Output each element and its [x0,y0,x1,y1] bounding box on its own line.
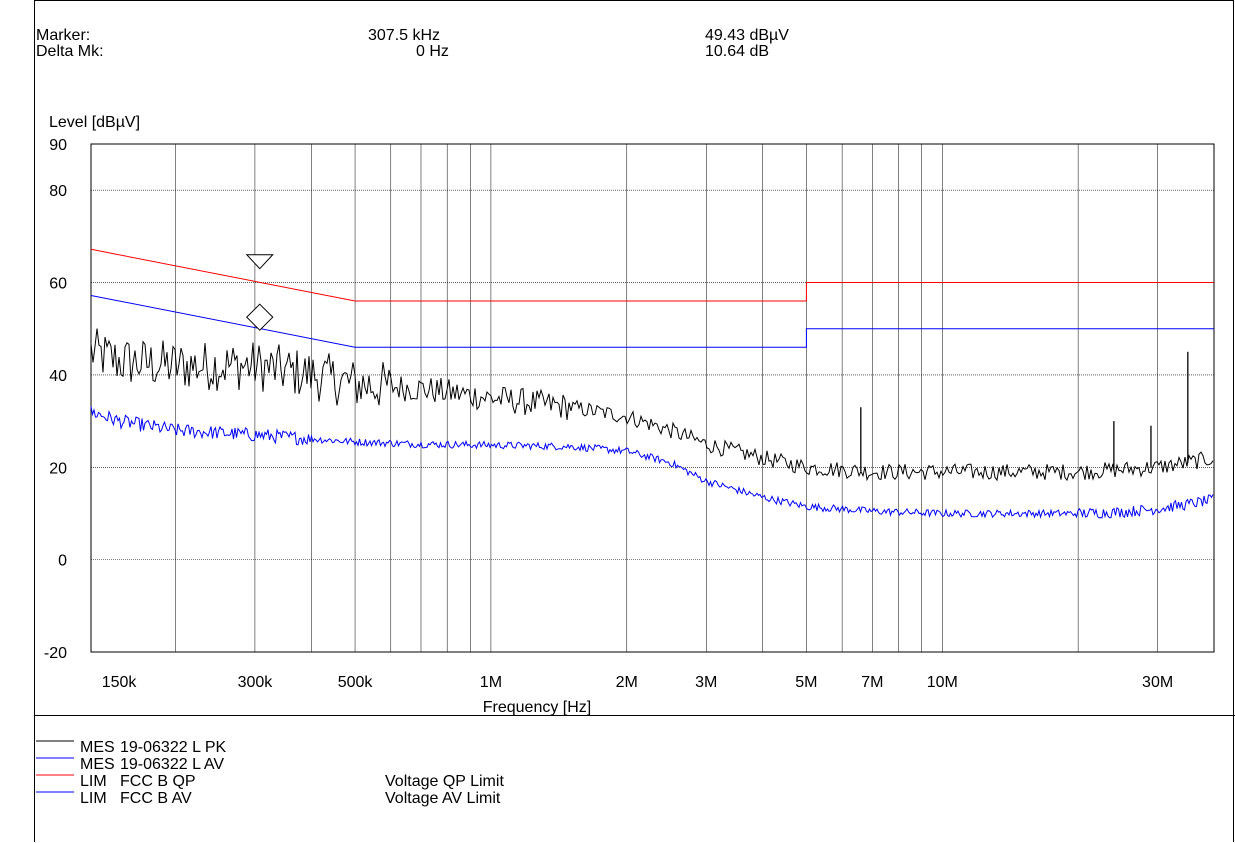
legend-series-av-limit: FCC B AV [120,790,192,807]
legend-series-pk: 19-06322 L PK [120,739,227,756]
emission-plot: -20 0 20 40 60 80 90 150k 300k 500k 1M 2M 3M 5M 7M 10M 3… [44,114,1215,715]
legend-type-pk: MES [80,739,115,756]
x-tick-label: 150k [102,674,138,691]
marker-diamond [246,303,274,331]
marker-triangle [245,254,274,270]
x-tick-label: 3M [695,674,717,691]
x-axis-label: Frequency [Hz] [483,699,591,715]
y-tick-label: 60 [49,276,67,293]
x-tick-label: 500k [338,674,374,691]
x-tick-label: 1M [480,674,502,691]
y-tick-label: 0 [58,553,67,570]
legend-desc-av-limit: Voltage AV Limit [385,790,501,807]
x-tick-label: 10M [927,674,958,691]
series-av-limit [90,295,1214,348]
x-tick-label: 5M [795,674,817,691]
x-tick-label: 7M [861,674,883,691]
marker-frequency: 307.5 kHz [368,27,441,44]
chart-frame [34,0,1234,842]
legend-swatches [36,740,74,793]
y-tick-label: 90 [49,137,67,154]
legend-series-av: 19-06322 L AV [120,756,225,773]
marker-label: Marker: [36,27,91,44]
y-tick-label: 80 [49,183,67,200]
legend-series-qp-limit: FCC B QP [120,773,196,790]
marker-level: 49.43 dBµV [705,27,789,44]
y-tick-label: 40 [49,368,67,385]
delta-level: 10.64 dB [705,43,770,60]
legend-type-av-limit: LIM [80,790,107,807]
legend-desc-qp-limit: Voltage QP Limit [385,773,504,790]
y-axis-label: Level [dBµV] [49,114,140,131]
series-av [90,406,1214,519]
x-tick-label: 30M [1142,674,1173,691]
x-tick-label: 2M [616,674,638,691]
delta-marker-label: Delta Mk: [36,43,104,60]
series-qp-limit [90,248,1214,302]
legend-separator [34,715,1235,716]
x-tick-label: 300k [238,674,274,691]
plot-area [90,143,1215,653]
legend-type-av: MES [80,756,115,773]
series-pk [90,328,1214,482]
legend-type-qp-limit: LIM [80,773,107,790]
y-tick-label: -20 [44,645,67,662]
delta-frequency: 0 Hz [416,43,449,60]
y-tick-label: 20 [49,460,67,477]
